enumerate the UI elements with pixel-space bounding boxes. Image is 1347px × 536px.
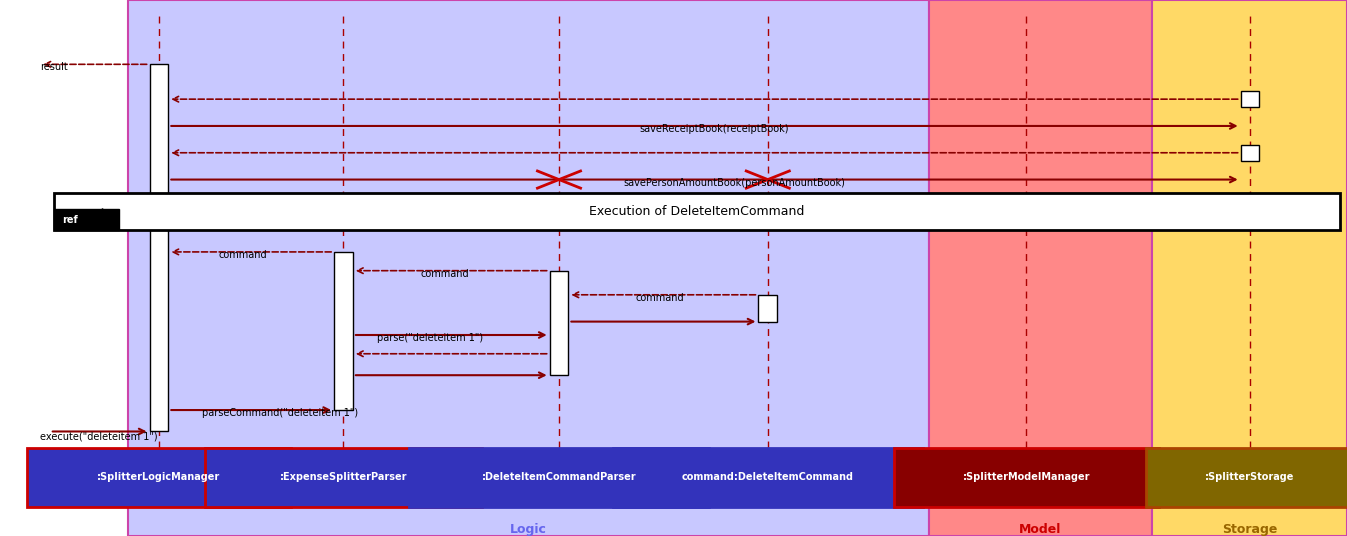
Bar xyxy=(128,0,929,536)
Bar xyxy=(894,448,1158,507)
Text: command: command xyxy=(636,293,684,303)
Text: :SplitterModelManager: :SplitterModelManager xyxy=(963,472,1090,482)
Bar xyxy=(54,209,119,230)
Bar xyxy=(1241,145,1259,161)
Text: Model: Model xyxy=(1020,523,1061,535)
Bar xyxy=(334,252,353,410)
Bar xyxy=(409,448,709,507)
Text: Logic: Logic xyxy=(511,523,547,535)
Text: :DeleteItemCommandParser: :DeleteItemCommandParser xyxy=(482,472,636,482)
Bar xyxy=(613,448,923,507)
Text: :ExpenseSplitterParser: :ExpenseSplitterParser xyxy=(280,472,407,482)
Text: execute("deleteitem 1"): execute("deleteitem 1") xyxy=(40,431,158,441)
Bar xyxy=(550,271,568,375)
Text: :SplitterLogicManager: :SplitterLogicManager xyxy=(97,472,221,482)
Text: ref: ref xyxy=(62,215,78,225)
Bar xyxy=(206,448,482,507)
Text: command: command xyxy=(420,269,469,279)
Text: savePersonAmountBook(personAmountBook): savePersonAmountBook(personAmountBook) xyxy=(624,177,845,188)
Bar xyxy=(758,295,777,322)
Bar xyxy=(1152,0,1347,536)
Bar xyxy=(150,64,168,431)
Text: parseCommand("deleteitem 1"): parseCommand("deleteitem 1") xyxy=(202,408,358,418)
Text: Storage: Storage xyxy=(1222,523,1277,535)
Text: saveReceiptBook(receiptBook): saveReceiptBook(receiptBook) xyxy=(640,124,788,134)
Text: :SplitterStorage: :SplitterStorage xyxy=(1206,472,1294,482)
Bar xyxy=(1241,91,1259,107)
Bar xyxy=(27,448,291,507)
Text: Execution of DeleteItemCommand: Execution of DeleteItemCommand xyxy=(590,205,804,218)
Text: command: command xyxy=(218,250,267,260)
Bar xyxy=(1146,448,1347,507)
Text: command:DeleteItemCommand: command:DeleteItemCommand xyxy=(682,472,854,482)
Bar xyxy=(54,193,1340,230)
Text: parse("deleteitem 1"): parse("deleteitem 1") xyxy=(377,333,484,343)
Bar xyxy=(929,0,1152,536)
Text: result: result xyxy=(40,62,69,72)
